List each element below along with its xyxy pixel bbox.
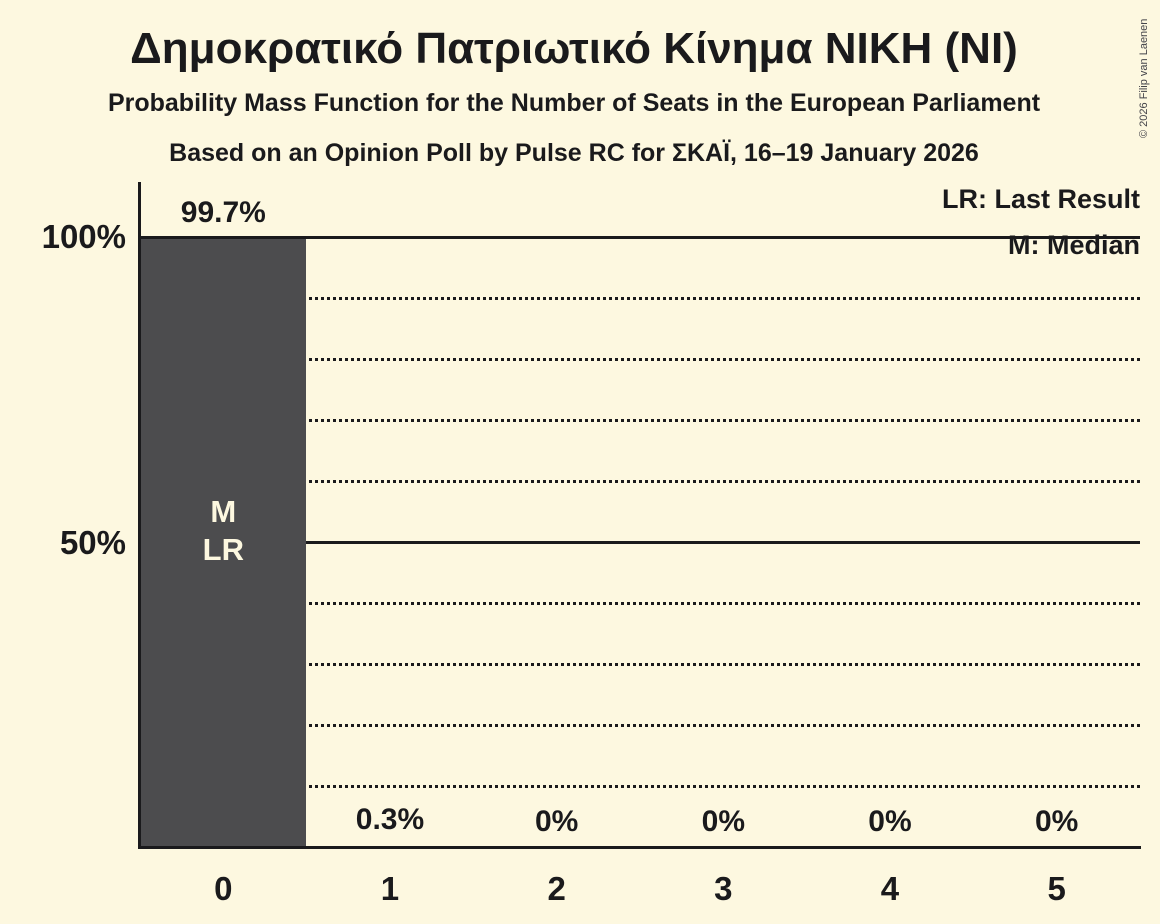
y-tick-label: 100% — [41, 218, 126, 255]
bar-value-label: 0% — [701, 805, 745, 838]
copyright-text: © 2026 Filip van Laenen — [1138, 18, 1150, 138]
gridline-40pct — [140, 602, 1140, 606]
page-title: Δημοκρατικό Πατριωτικό Κίνημα ΝΙΚΗ (ΝΙ) — [130, 24, 1018, 73]
gridline-90pct — [140, 296, 1140, 300]
gridline-20pct — [140, 724, 1140, 728]
chart-source-line: Based on an Opinion Poll by Pulse RC for… — [169, 139, 979, 167]
chart-subtitle: Probability Mass Function for the Number… — [107, 89, 1041, 117]
gridline-70pct — [140, 418, 1140, 422]
bar-value-label: 0.3% — [355, 803, 425, 837]
gridline-10pct — [140, 785, 1140, 789]
x-axis-tick-label: 5 — [1047, 870, 1066, 907]
bar-value-label: 0% — [868, 805, 912, 838]
copyright: © 2026 Filip van Laenen — [1136, 8, 1158, 140]
gridline-60pct — [140, 479, 1140, 483]
x-axis — [138, 846, 1141, 849]
x-axis-tick-label: 1 — [380, 870, 400, 907]
bar-seats-0 — [141, 238, 306, 848]
last-result-marker: LR — [202, 532, 244, 567]
x-axis-tick-label: 3 — [714, 870, 733, 907]
bar-value-label: 99.7% — [180, 195, 266, 229]
bar-annotation: M LR — [140, 493, 307, 569]
y-axis — [138, 182, 141, 848]
gridline-30pct — [140, 663, 1140, 667]
gridline-100pct — [140, 235, 1140, 239]
gridline-50pct — [140, 541, 1140, 544]
median-marker: M — [210, 494, 237, 529]
legend-median: M: Median — [1008, 230, 1140, 260]
bar-value-label: 0% — [1034, 805, 1079, 838]
y-tick-label: 50% — [59, 523, 126, 561]
x-axis-tick-label: 0 — [214, 870, 233, 907]
bar-value-label: 0% — [534, 805, 579, 838]
x-axis-tick-label: 2 — [547, 870, 566, 907]
gridline-80pct — [140, 357, 1140, 361]
legend-last-result: LR: Last Result — [941, 184, 1140, 214]
x-axis-tick-label: 4 — [880, 870, 900, 907]
